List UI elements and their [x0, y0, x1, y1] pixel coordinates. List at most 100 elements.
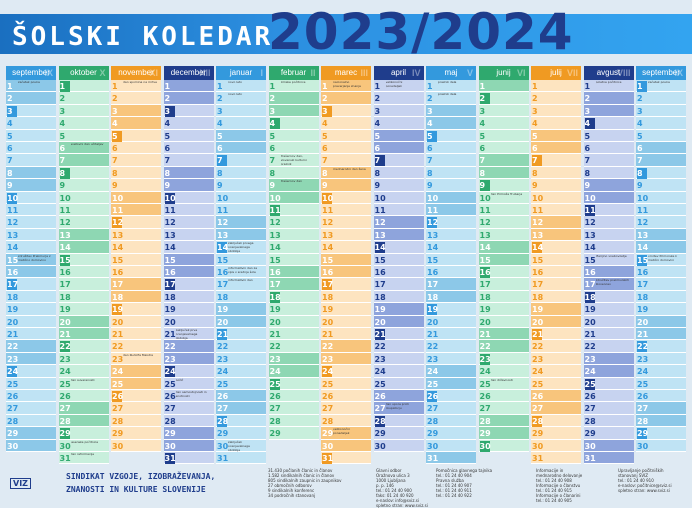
day-cell: 14 [58, 241, 109, 254]
day-number: 22 [427, 342, 439, 352]
day-cell: 26 [111, 390, 161, 403]
day-number: 2 [322, 94, 328, 104]
day-cell: 1 dan spomina na mrtve [111, 80, 161, 93]
day-number: 23 [217, 354, 229, 364]
day-number: 30 [322, 441, 334, 451]
day-cell: 4 [426, 117, 476, 130]
day-event: dan Rudolfa Maistra [123, 352, 153, 357]
day-number: 1 [584, 82, 591, 91]
day-number: 19 [374, 305, 386, 315]
day-cell: 13 [373, 228, 424, 242]
day-cell: 22 [636, 340, 686, 353]
day-number: 2 [59, 94, 66, 104]
day-number: 6 [427, 144, 433, 153]
day-cell: 17 [111, 278, 161, 291]
day-cell: 26 [268, 390, 319, 403]
day-number: 12 [532, 218, 544, 228]
day-number: 6 [269, 144, 276, 153]
day-number: 1 [532, 82, 538, 91]
day-cell: 31 dan reformacije [58, 452, 109, 465]
day-cell: 5 [163, 129, 214, 142]
day-number: 24 [532, 367, 544, 377]
day-number: 21 [217, 329, 229, 340]
day-cell: 17 [478, 278, 529, 291]
day-number: 14 [217, 242, 229, 254]
day-number: 2 [584, 94, 591, 104]
day-cell: 11 [636, 204, 686, 217]
day-number: 7 [479, 156, 486, 166]
day-number: 28 [584, 416, 596, 426]
day-number: 1 [269, 82, 276, 91]
day-cell: 16 [478, 266, 529, 279]
day-cell: 15 [163, 253, 214, 266]
day-cell: 2 [531, 92, 581, 105]
day-cell: 1 zimske počitnice [268, 80, 319, 93]
day-cell: 14 zaključek prvega ocenjevalnega obdobja [216, 241, 266, 254]
day-event: Prešernov dan [280, 179, 302, 184]
day-number: 14 [427, 243, 439, 253]
day-number: 28 [427, 416, 439, 426]
month-column-januar: januar I 1 novo leto 2 novo leto 3 4 5 6 7 8 9 10 11 12… [216, 66, 266, 469]
day-number: 30 [479, 440, 491, 452]
day-cell: 21 [636, 328, 686, 341]
day-cell: 7 [426, 154, 476, 167]
day-cell: 29 [58, 427, 109, 440]
day-cell: 3 [636, 104, 686, 118]
day-cell: 20 [373, 315, 424, 328]
day-cell: 30 [111, 439, 161, 452]
day-number: 10 [164, 192, 176, 204]
day-number: 23 [322, 354, 334, 364]
day-cell: 21 zaključek prve ocenjevalnega obdobja [163, 328, 214, 341]
day-number: 25 [427, 379, 439, 389]
day-cell: 26 [531, 390, 581, 403]
day-cell: 1 začetek pouka [636, 80, 686, 93]
day-cell: 8 [268, 166, 319, 180]
day-number: 17 [7, 279, 19, 291]
day-number: 14 [532, 242, 544, 254]
day-number: 3 [217, 106, 223, 116]
day-number: 5 [217, 131, 223, 141]
day-cell: 22 [321, 340, 371, 353]
day-cell: 7 [111, 154, 161, 167]
day-number: 9 [59, 181, 66, 191]
day-cell: 9 [426, 179, 476, 192]
day-number: 11 [532, 206, 544, 215]
day-cell: 15 [58, 253, 109, 266]
day-cell: 11 [373, 204, 424, 217]
day-event: poletne počitnice [595, 80, 622, 84]
day-number: 1 [479, 82, 486, 91]
day-cell: 26 [321, 390, 371, 403]
footer-line: 1000 Ljubljana [376, 478, 406, 483]
day-number: 1 [112, 82, 118, 91]
day-number: 13 [427, 230, 439, 240]
day-number: 31 [59, 454, 71, 463]
day-event: združitev prekmurskih Slovencev [595, 278, 630, 287]
day-number: 19 [532, 305, 544, 315]
day-number: 21 [532, 329, 544, 340]
day-number: 11 [217, 206, 229, 215]
day-cell: 14 [163, 241, 214, 254]
day-event: začetek pouka [648, 80, 670, 84]
day-cell: 24 [531, 365, 581, 378]
day-cell: 22 [531, 340, 581, 353]
day-number: 18 [427, 292, 439, 302]
day-number: 26 [269, 392, 281, 401]
day-cell: 28 [373, 414, 424, 428]
day-cell: 24 [58, 365, 109, 378]
footer-line: faks: 01 24 40 920 [376, 493, 414, 498]
day-cell: 22 [268, 340, 319, 353]
day-cell: 7 [321, 154, 371, 167]
day-event: velikonočni ponedeljek [385, 80, 403, 88]
day-number: 29 [584, 429, 596, 439]
day-cell: 17 [321, 278, 371, 291]
month-roman-numeral: II [310, 68, 316, 78]
day-cell: 4 [111, 117, 161, 130]
day-number: 14 [269, 243, 281, 253]
day-cell: 5 [426, 129, 476, 142]
day-number: 26 [164, 392, 176, 401]
day-number: 27 [532, 404, 544, 414]
day-number: 3 [374, 106, 381, 116]
day-number: 21 [479, 330, 491, 339]
day-number: 10 [112, 193, 124, 203]
day-number: 9 [164, 181, 171, 191]
